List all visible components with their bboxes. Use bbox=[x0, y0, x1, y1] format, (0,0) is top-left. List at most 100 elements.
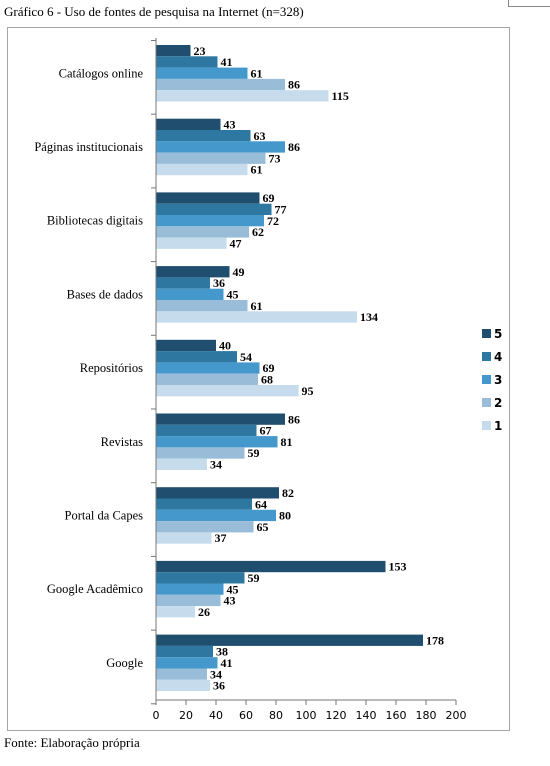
data-label: 41 bbox=[221, 656, 233, 670]
category-label: Google bbox=[106, 656, 143, 670]
bar bbox=[156, 351, 237, 363]
bar bbox=[156, 266, 230, 278]
legend-label: 4 bbox=[494, 350, 502, 364]
x-tick-label: 80 bbox=[269, 709, 283, 722]
data-label: 23 bbox=[194, 44, 206, 58]
bar bbox=[156, 130, 251, 142]
data-label: 34 bbox=[210, 667, 222, 681]
bar bbox=[156, 192, 260, 204]
bar bbox=[156, 90, 329, 102]
legend-swatch bbox=[482, 421, 491, 430]
data-label: 178 bbox=[426, 633, 444, 647]
data-label: 67 bbox=[260, 424, 272, 438]
legend-label: 3 bbox=[494, 373, 502, 387]
chart-title: Gráfico 6 - Uso de fontes de pesquisa na… bbox=[4, 4, 304, 19]
legend-swatch bbox=[482, 398, 491, 407]
data-label: 45 bbox=[227, 288, 239, 302]
data-label: 65 bbox=[257, 520, 269, 534]
page-corner-decoration bbox=[508, 0, 550, 7]
category-label: Revistas bbox=[101, 435, 143, 449]
bar bbox=[156, 277, 210, 289]
data-label: 36 bbox=[213, 679, 225, 693]
bar bbox=[156, 645, 213, 658]
bar bbox=[156, 311, 357, 323]
bar bbox=[156, 362, 260, 374]
bar bbox=[156, 203, 272, 215]
data-label: 61 bbox=[251, 66, 263, 80]
data-label: 34 bbox=[210, 458, 222, 472]
data-label: 49 bbox=[233, 265, 245, 279]
category-label: Catálogos online bbox=[59, 66, 144, 80]
data-label: 95 bbox=[302, 384, 314, 398]
data-label: 86 bbox=[288, 78, 300, 92]
bar bbox=[156, 487, 279, 499]
category-label: Portal da Capes bbox=[65, 509, 144, 523]
data-label: 26 bbox=[198, 605, 210, 619]
data-label: 134 bbox=[360, 310, 378, 324]
bar bbox=[156, 560, 386, 573]
data-label: 59 bbox=[248, 571, 260, 585]
x-tick-label: 120 bbox=[326, 709, 347, 722]
data-label: 82 bbox=[282, 486, 294, 500]
data-label: 54 bbox=[240, 350, 252, 364]
bar bbox=[156, 634, 423, 646]
data-label: 69 bbox=[263, 191, 275, 205]
bar bbox=[156, 413, 285, 425]
data-label: 59 bbox=[248, 446, 260, 460]
bar bbox=[156, 152, 266, 164]
x-tick-label: 20 bbox=[179, 709, 193, 722]
data-label: 73 bbox=[269, 151, 281, 165]
bar bbox=[156, 447, 245, 459]
x-tick-label: 200 bbox=[446, 709, 467, 722]
bar bbox=[156, 436, 278, 448]
bar bbox=[156, 237, 227, 249]
x-tick-label: 140 bbox=[356, 709, 377, 722]
bar bbox=[156, 373, 258, 385]
data-label: 86 bbox=[288, 140, 300, 154]
category-label: Bases de dados bbox=[67, 287, 144, 301]
bar bbox=[156, 45, 191, 57]
bar bbox=[156, 385, 299, 397]
legend-swatch bbox=[482, 352, 491, 361]
bar bbox=[156, 78, 285, 91]
data-label: 64 bbox=[255, 497, 267, 511]
data-label: 36 bbox=[213, 276, 225, 290]
bar bbox=[156, 509, 276, 522]
category-label: Páginas institucionais bbox=[34, 140, 143, 154]
data-label: 43 bbox=[224, 594, 236, 608]
bar bbox=[156, 339, 216, 352]
bar bbox=[156, 141, 285, 153]
bar bbox=[156, 532, 212, 544]
category-label: Repositórios bbox=[80, 361, 143, 375]
source-note: Fonte: Elaboração própria bbox=[4, 735, 140, 750]
legend-swatch bbox=[482, 375, 491, 384]
bar bbox=[156, 215, 264, 227]
data-label: 115 bbox=[332, 89, 349, 103]
bar bbox=[156, 668, 207, 680]
legend-label: 5 bbox=[494, 327, 502, 341]
bar bbox=[156, 424, 257, 437]
bar bbox=[156, 606, 195, 618]
chart-frame bbox=[7, 27, 510, 731]
bar bbox=[156, 572, 245, 584]
data-label: 40 bbox=[219, 339, 231, 353]
data-label: 41 bbox=[221, 55, 233, 69]
data-label: 61 bbox=[251, 299, 263, 313]
category-label: Bibliotecas digitais bbox=[47, 214, 143, 228]
data-label: 72 bbox=[267, 214, 279, 228]
bar bbox=[156, 288, 224, 300]
data-label: 61 bbox=[251, 163, 263, 177]
bar bbox=[156, 163, 248, 176]
bar bbox=[156, 583, 224, 595]
data-label: 43 bbox=[224, 118, 236, 132]
data-label: 81 bbox=[281, 435, 293, 449]
bar bbox=[156, 226, 249, 238]
x-tick-label: 0 bbox=[153, 709, 160, 722]
data-label: 37 bbox=[215, 531, 227, 545]
bar bbox=[156, 679, 210, 692]
bar bbox=[156, 300, 248, 312]
data-label: 77 bbox=[275, 203, 287, 217]
x-tick-label: 180 bbox=[416, 709, 437, 722]
bar bbox=[156, 118, 221, 130]
